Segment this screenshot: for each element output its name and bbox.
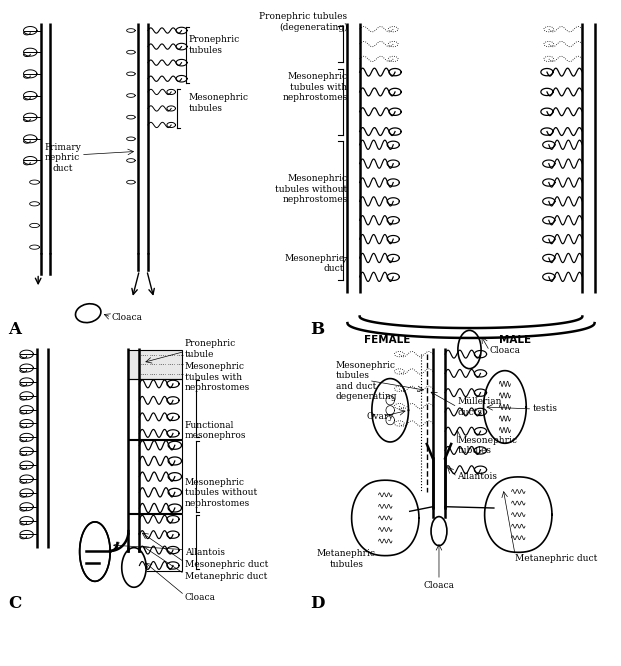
Polygon shape xyxy=(372,378,409,442)
Text: Functional
mesonephros: Functional mesonephros xyxy=(184,421,246,440)
Text: Primary
nephric
duct: Primary nephric duct xyxy=(44,143,81,173)
Text: Pronephric tubules
(degenerating): Pronephric tubules (degenerating) xyxy=(260,12,348,31)
Text: Mesonephric
tubules without
nephrostomes: Mesonephric tubules without nephrostomes xyxy=(275,174,348,204)
Bar xyxy=(129,514,182,571)
Text: Pronephric
tubule: Pronephric tubule xyxy=(184,339,236,358)
Polygon shape xyxy=(484,477,552,552)
Text: Mesonephric
duct: Mesonephric duct xyxy=(284,254,345,273)
Text: Cloaca: Cloaca xyxy=(424,581,455,590)
Text: Cloaca: Cloaca xyxy=(111,312,142,322)
Text: Cloaca: Cloaca xyxy=(489,346,520,356)
Polygon shape xyxy=(351,480,419,555)
Text: Metanephric
tubules: Metanephric tubules xyxy=(317,549,376,569)
Text: FEMALE: FEMALE xyxy=(364,334,410,344)
Polygon shape xyxy=(122,547,146,587)
Text: Mesonephric
tubules with
nephrostomes: Mesonephric tubules with nephrostomes xyxy=(282,72,348,102)
Text: A: A xyxy=(9,321,22,338)
Text: Allantois: Allantois xyxy=(184,547,225,557)
Text: Pronephric
tubules: Pronephric tubules xyxy=(189,35,240,55)
Text: Mesonephric
tubules without
nephrostomes: Mesonephric tubules without nephrostomes xyxy=(184,478,257,507)
Text: B: B xyxy=(310,321,324,338)
FancyBboxPatch shape xyxy=(129,350,182,379)
Text: Mesonephric duct: Mesonephric duct xyxy=(184,559,268,569)
Bar xyxy=(129,378,182,439)
Text: Metanephric duct: Metanephric duct xyxy=(515,554,597,563)
Text: Cloaca: Cloaca xyxy=(184,593,215,601)
Text: Mesonephric
tubules with
nephrostomes: Mesonephric tubules with nephrostomes xyxy=(184,362,250,392)
Ellipse shape xyxy=(76,304,101,322)
Text: D: D xyxy=(310,595,324,612)
Text: Mesonephric
tubules: Mesonephric tubules xyxy=(189,93,249,113)
Ellipse shape xyxy=(458,330,481,369)
Text: Ovary: Ovary xyxy=(367,412,394,421)
Text: Müllerian
ducts: Müllerian ducts xyxy=(457,398,502,417)
Text: C: C xyxy=(8,595,22,612)
Text: Allantois: Allantois xyxy=(457,472,497,482)
Text: MALE: MALE xyxy=(499,334,532,344)
Text: Metanephric duct: Metanephric duct xyxy=(184,571,267,581)
Text: Mesonephric
tubules
and duct
degenerating: Mesonephric tubules and duct degeneratin… xyxy=(336,361,397,401)
Polygon shape xyxy=(484,371,526,444)
Text: testis: testis xyxy=(532,404,557,414)
Bar xyxy=(129,440,182,513)
Polygon shape xyxy=(79,522,110,581)
Text: Mesonephric
tubules: Mesonephric tubules xyxy=(457,436,517,455)
Ellipse shape xyxy=(431,517,447,545)
